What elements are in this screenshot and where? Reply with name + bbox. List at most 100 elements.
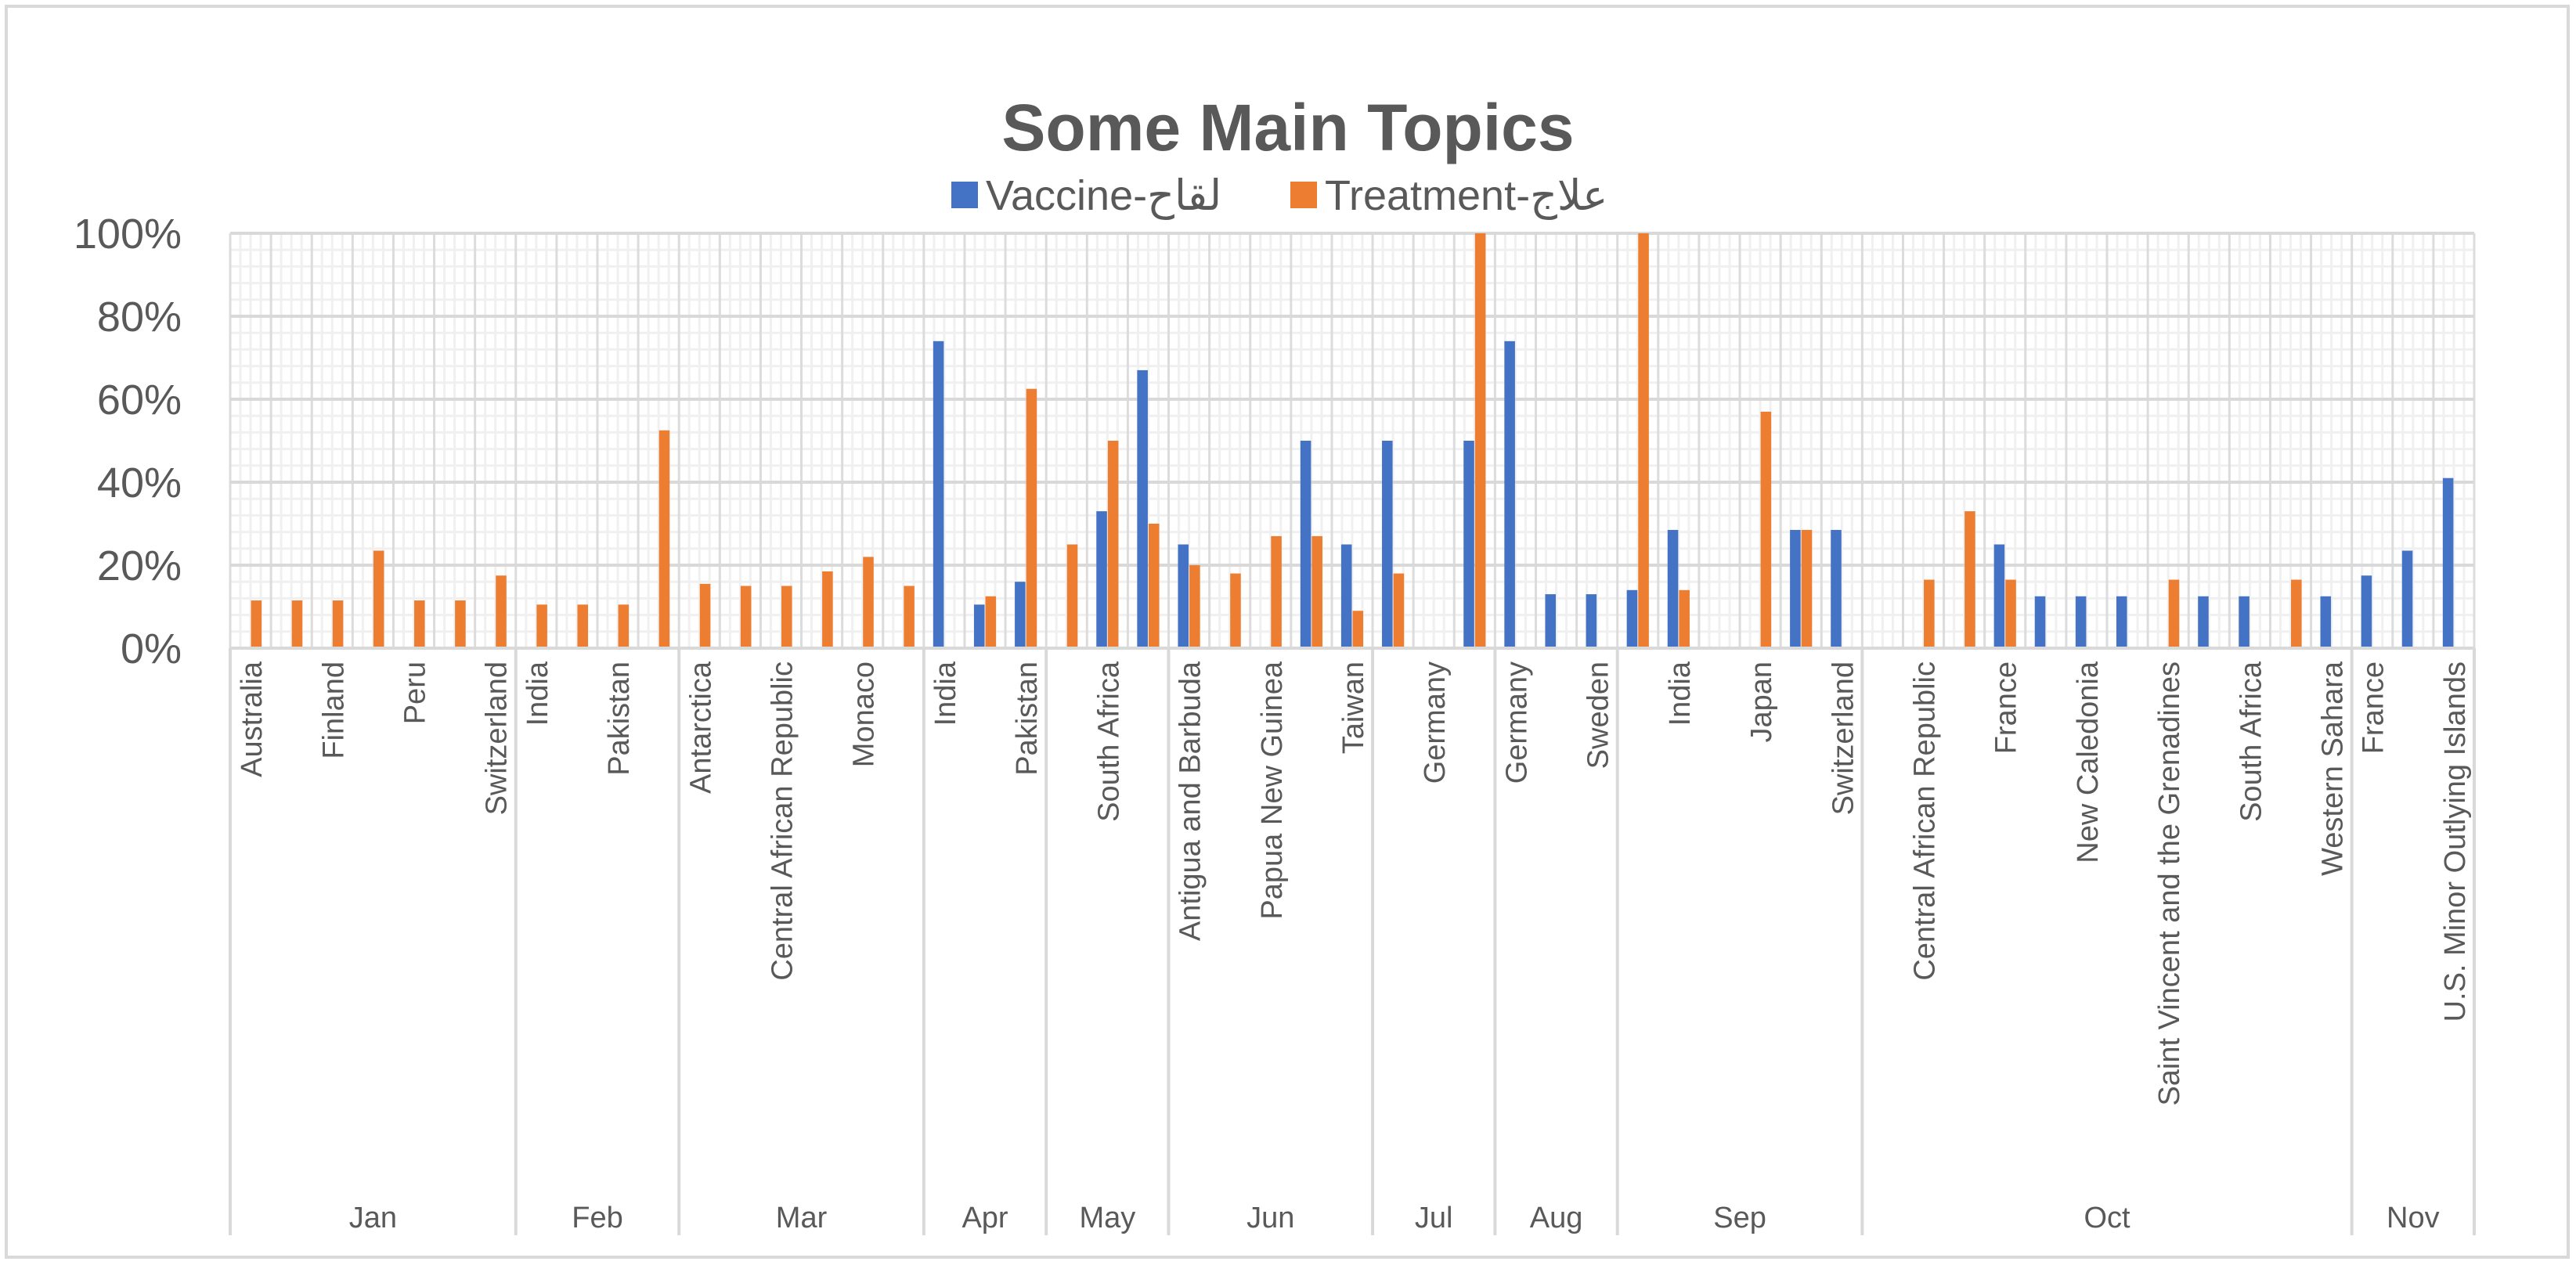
- bars: [251, 233, 2454, 648]
- x-category-label: South Africa: [2235, 661, 2268, 822]
- x-category-label: Saint Vincent and the Grenadines: [2153, 661, 2186, 1106]
- bar-treatment: [740, 586, 752, 648]
- bar-treatment: [1679, 589, 1690, 648]
- bar-treatment: [1964, 511, 1975, 648]
- x-category-label: India: [521, 661, 554, 726]
- x-category-label: New Caledonia: [2072, 661, 2105, 863]
- bar-vaccine: [2034, 596, 2046, 648]
- bar-treatment: [863, 557, 874, 648]
- bar-vaccine: [2320, 596, 2332, 648]
- x-group-label: Oct: [2084, 1202, 2130, 1234]
- bar-vaccine: [933, 341, 944, 648]
- x-group-label: Aug: [1530, 1202, 1583, 1234]
- x-group-label: Jul: [1415, 1202, 1453, 1234]
- x-category-label: Papua New Guinea: [1256, 661, 1289, 919]
- axes: 0% 20% 40% 60% 80% 100% Australia Finland Peru Sw…: [74, 211, 2476, 1235]
- bar-treatment: [577, 604, 588, 648]
- bar-vaccine: [1545, 594, 1557, 648]
- bar-treatment: [2005, 579, 2016, 648]
- x-group-label: Sep: [1713, 1202, 1766, 1234]
- x-category-label: Germany: [1419, 661, 1452, 784]
- x-category-label: Sweden: [1582, 661, 1615, 769]
- bar-vaccine: [2442, 478, 2454, 648]
- legend-label: Treatment-علاج: [1325, 172, 1607, 220]
- bar-vaccine: [2239, 596, 2249, 648]
- bar-treatment: [2291, 579, 2302, 648]
- x-category-label: South Africa: [1092, 661, 1125, 822]
- bar-treatment: [1271, 535, 1282, 648]
- x-category-label: Switzerland: [481, 661, 514, 815]
- bar-vaccine: [2198, 596, 2209, 648]
- bar-vaccine: [1586, 594, 1597, 648]
- x-category-label: Central African Republic: [1909, 661, 1942, 981]
- bar-treatment: [1230, 573, 1241, 648]
- bar-treatment: [985, 596, 997, 648]
- bar-vaccine: [2116, 596, 2127, 648]
- bar-treatment: [1148, 524, 1160, 648]
- bar-treatment: [2168, 579, 2180, 648]
- x-category-label: Central African Republic: [766, 661, 799, 981]
- x-group-label: Jun: [1247, 1202, 1294, 1234]
- x-category-label: Western Sahara: [2317, 661, 2350, 876]
- bar-vaccine: [2361, 575, 2372, 648]
- x-group-label: Nov: [2387, 1202, 2440, 1234]
- bar-treatment: [781, 586, 792, 648]
- x-category-label: U.S. Minor Outlying Islands: [2439, 661, 2472, 1022]
- bar-treatment: [291, 600, 303, 648]
- x-category-label: Taiwan: [1337, 661, 1370, 754]
- bar-treatment: [1189, 565, 1200, 648]
- bar-vaccine: [1667, 529, 1679, 648]
- y-tick-label: 20%: [97, 542, 182, 589]
- bar-vaccine: [2075, 596, 2087, 648]
- bar-vaccine: [1463, 441, 1474, 648]
- y-tick-label: 0%: [121, 625, 182, 672]
- x-category-label: Germany: [1500, 661, 1533, 784]
- bar-treatment: [904, 586, 915, 648]
- x-category-label: Finland: [317, 661, 350, 759]
- bar-vaccine: [2401, 550, 2413, 648]
- y-tick-label: 40%: [97, 460, 182, 506]
- gridlines: [229, 232, 2476, 648]
- chart-title: Some Main Topics: [1001, 91, 1574, 164]
- bar-treatment: [1474, 233, 1486, 648]
- x-group-label: Feb: [572, 1202, 622, 1234]
- bar-vaccine: [1790, 529, 1801, 648]
- x-group-label: Apr: [961, 1202, 1008, 1234]
- bar-treatment: [1352, 611, 1364, 648]
- x-group-label: May: [1079, 1202, 1135, 1234]
- bar-vaccine: [973, 604, 985, 648]
- x-category-label: Australia: [236, 661, 269, 777]
- bar-treatment: [1393, 573, 1405, 648]
- bar-treatment: [822, 571, 833, 648]
- x-group-label: Mar: [776, 1202, 828, 1234]
- bar-vaccine: [1831, 529, 1842, 648]
- bar-treatment: [1638, 233, 1649, 648]
- y-tick-label: 100%: [74, 211, 182, 258]
- bar-treatment: [1311, 535, 1322, 648]
- bar-treatment: [1066, 544, 1078, 648]
- legend-swatch: [951, 182, 978, 208]
- legend: Vaccine-لقاح Treatment-علاج: [951, 172, 1607, 220]
- bar-vaccine: [1300, 441, 1311, 648]
- bar-treatment: [332, 600, 344, 648]
- bar-treatment: [1924, 579, 1935, 648]
- x-category-label: Peru: [399, 661, 431, 724]
- legend-item: Treatment-علاج: [1290, 172, 1607, 220]
- bar-treatment: [658, 430, 670, 648]
- bar-vaccine: [1626, 589, 1638, 648]
- x-category-label: Antarctica: [684, 661, 717, 794]
- bar-treatment: [1107, 441, 1119, 648]
- x-group-label: Jan: [349, 1202, 397, 1234]
- bar-treatment: [455, 600, 466, 648]
- bar-vaccine: [1178, 544, 1189, 648]
- bar-vaccine: [1993, 544, 2005, 648]
- y-tick-label: 80%: [97, 294, 182, 341]
- bar-treatment: [536, 604, 547, 648]
- bar-treatment: [618, 604, 630, 648]
- bar-treatment: [1801, 529, 1813, 648]
- bar-treatment: [414, 600, 425, 648]
- bar-treatment: [251, 600, 262, 648]
- x-category-label: Monaco: [848, 661, 881, 767]
- x-category-label: Switzerland: [1827, 661, 1860, 815]
- legend-label: Vaccine-لقاح: [986, 172, 1221, 220]
